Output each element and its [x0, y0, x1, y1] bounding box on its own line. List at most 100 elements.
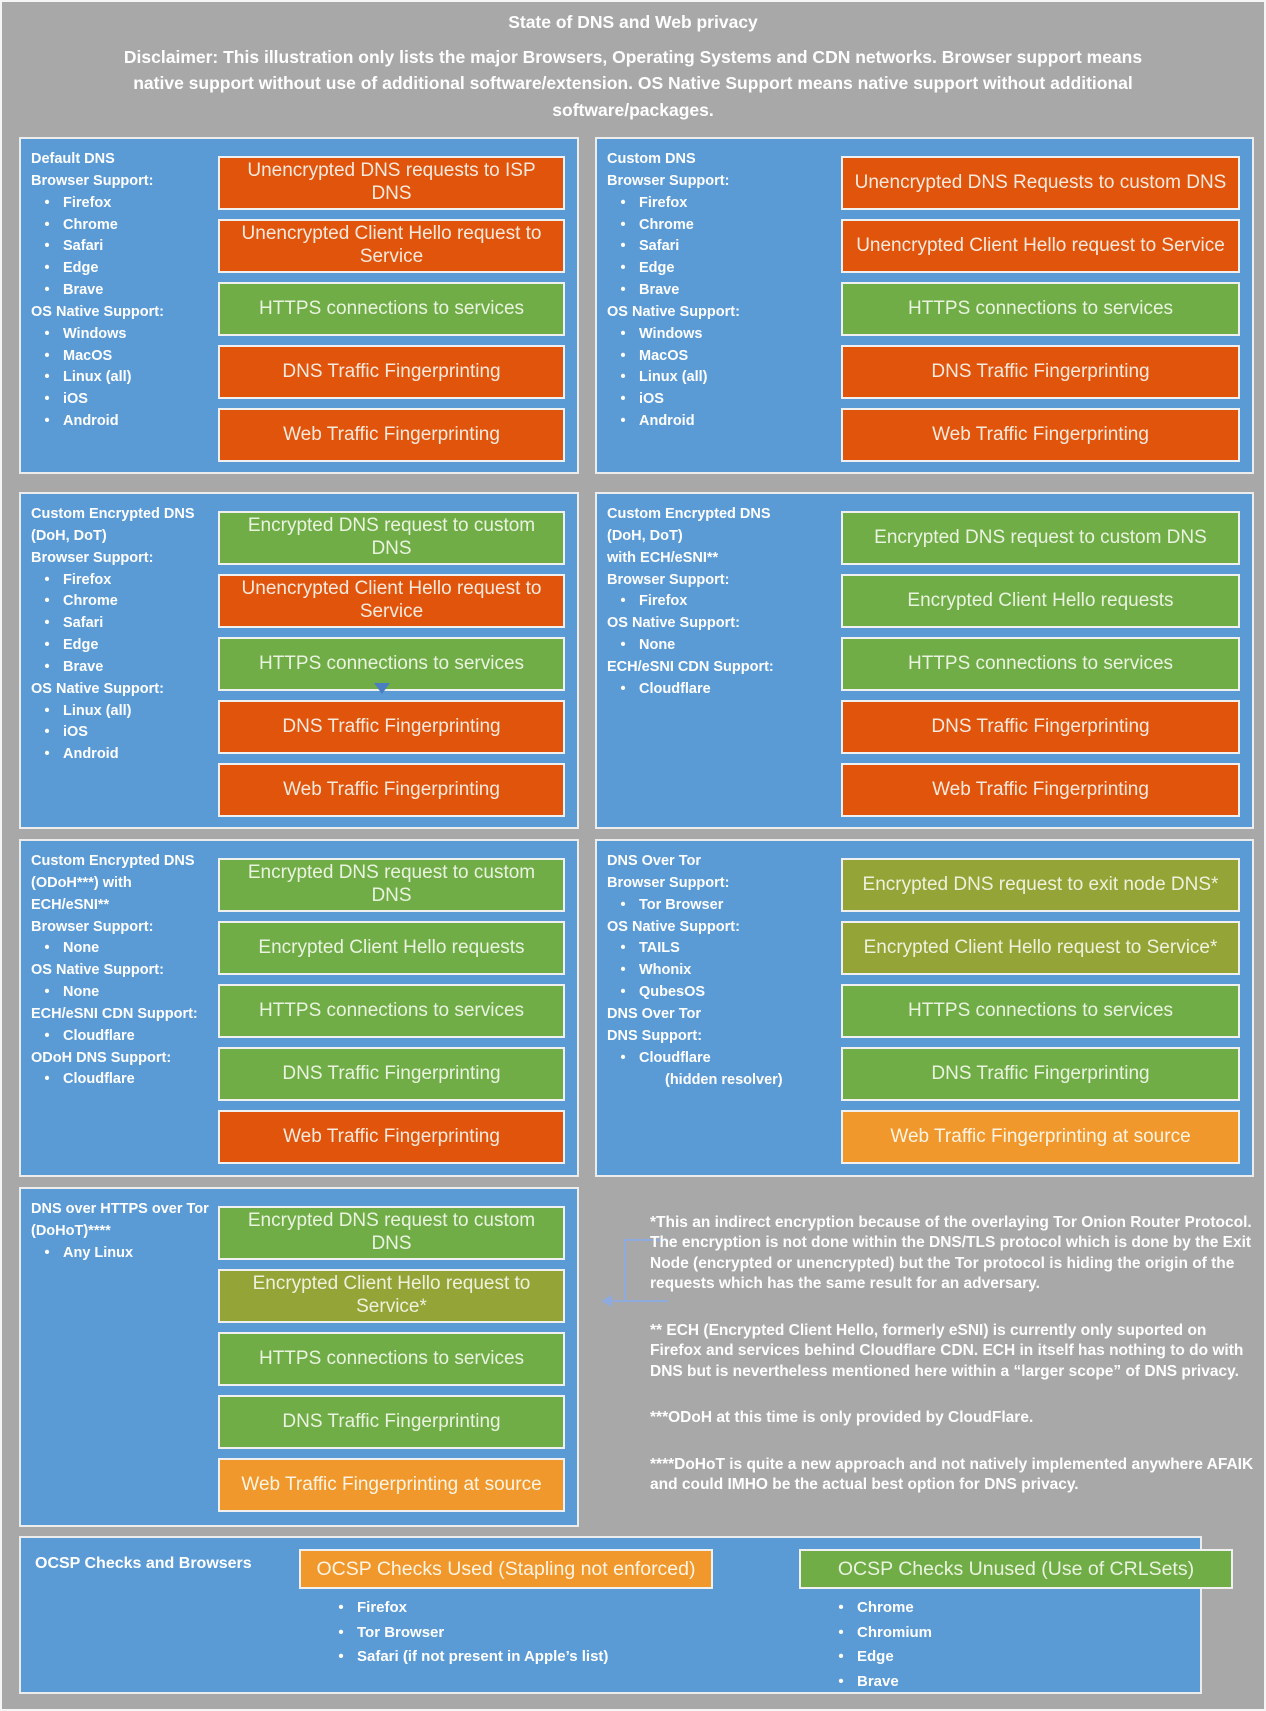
bullet-item: • iOS	[31, 390, 214, 409]
panel-default-dns: Default DNS Browser Support: • Firefox • Chro…	[19, 137, 579, 474]
support-heading: OS Native Support:	[607, 303, 740, 320]
status-bar: Web Traffic Fingerprinting at source	[841, 1110, 1240, 1164]
bullet-text: Cloudflare	[639, 1049, 711, 1066]
bullet-item: • MacOS	[31, 347, 214, 366]
panel-bars: Encrypted DNS request to custom DNS Encry…	[216, 1189, 577, 1525]
bullet-item: • Windows	[31, 325, 214, 344]
status-bar: Encrypted DNS request to custom DNS	[218, 511, 565, 565]
status-bar: Unencrypted Client Hello request to Serv…	[841, 219, 1240, 273]
bullet-dot: •	[620, 680, 626, 697]
bullet-item: • Safari	[31, 237, 214, 256]
status-bar: DNS Traffic Fingerprinting	[218, 345, 565, 399]
bullet-text: Safari	[63, 238, 104, 255]
support-heading: Browser Support:	[607, 571, 730, 588]
status-bar: DNS Traffic Fingerprinting	[218, 1395, 565, 1449]
bullet-text: iOS	[639, 391, 664, 408]
bullet-item: • Edge	[31, 636, 214, 655]
bullet-dot: •	[620, 593, 626, 610]
bullet-item: • Firefox	[325, 1598, 713, 1618]
down-arrow-artifact	[374, 683, 390, 694]
bullet-item: • Firefox	[607, 194, 837, 213]
footnote: ****DoHoT is quite a new approach and no…	[650, 1455, 1254, 1494]
support-heading: Browser Support:	[607, 874, 730, 891]
panel-dohot: DNS over HTTPS over Tor (DoHoT)**** • Any L…	[19, 1187, 579, 1527]
bullet-item: • Firefox	[31, 571, 214, 590]
bullet-text: Firefox	[639, 593, 688, 610]
support-heading: OS Native Support:	[31, 680, 164, 697]
panel-bars: Encrypted DNS request to custom DNS Encry…	[839, 494, 1252, 827]
bullet-text: Safari	[63, 615, 104, 632]
bullet-text: Firefox	[357, 1599, 408, 1616]
status-bar: Unencrypted Client Hello request to Serv…	[218, 574, 565, 628]
status-bar: Encrypted Client Hello request to Servic…	[218, 1269, 565, 1323]
bullet-text: Safari	[639, 238, 680, 255]
status-bar: DNS Traffic Fingerprinting	[841, 700, 1240, 754]
bullet-text: Brave	[63, 282, 104, 299]
support-heading: OS Native Support:	[607, 918, 740, 935]
support-heading: ODoH DNS Support:	[31, 1049, 172, 1066]
bullet-text: Chrome	[63, 593, 118, 610]
bullet-text: Cloudflare	[63, 1071, 135, 1088]
status-bar: Encrypted DNS request to custom DNS	[218, 1206, 565, 1260]
status-bar: Web Traffic Fingerprinting	[218, 763, 565, 817]
bullet-text: MacOS	[63, 347, 113, 364]
bullet-item: • Cloudflare	[31, 1027, 214, 1046]
header: State of DNS and Web privacy Disclaimer:…	[2, 12, 1264, 123]
bullet-item: • None	[31, 939, 214, 958]
panel-title-line: DNS over HTTPS over Tor	[31, 1201, 209, 1217]
panel-title-line: Custom Encrypted DNS	[607, 506, 771, 522]
bullet-text: Edge	[639, 260, 675, 277]
page-title: State of DNS and Web privacy	[508, 12, 758, 32]
panel-title-line: Custom Encrypted DNS	[31, 506, 195, 522]
bullet-item: • Edge	[825, 1647, 1233, 1667]
bullet-text: Tor Browser	[357, 1623, 445, 1641]
bullet-dot: •	[44, 658, 50, 675]
status-bar: Unencrypted DNS requests to ISP DNS	[218, 156, 565, 210]
ocsp-column: OCSP Checks Unused (Use of CRLSets) • Chro…	[799, 1549, 1233, 1696]
bullet-item: • Chrome	[31, 216, 214, 235]
panel-label: DNS over HTTPS over Tor (DoHoT)**** • Any L…	[21, 1189, 216, 1525]
ocsp-header: OCSP Checks Used (Stapling not enforced)	[299, 1549, 713, 1589]
bullet-item: • Brave	[31, 658, 214, 677]
ocsp-items: • Firefox • Tor Browser • Safari (if not pres…	[299, 1598, 713, 1667]
bullet-dot: •	[44, 369, 50, 386]
bullet-item: • Chromium	[825, 1623, 1233, 1643]
bullet-dot: •	[838, 1599, 844, 1616]
bullet-dot: •	[44, 615, 50, 632]
bullet-item: • None	[31, 983, 214, 1002]
panel-title-line: (ODoH***) with	[31, 874, 132, 891]
status-bar: Encrypted Client Hello requests	[841, 574, 1240, 628]
bullet-text: Cloudflare	[63, 1027, 135, 1044]
status-bar: Encrypted Client Hello request to Servic…	[841, 921, 1240, 975]
panel-bars: Encrypted DNS request to custom DNS Unenc…	[216, 494, 577, 827]
bullet-item: • Chrome	[825, 1598, 1233, 1618]
bullet-dot: •	[620, 325, 626, 342]
bullet-text: Brave	[857, 1672, 899, 1690]
bullet-dot: •	[620, 940, 626, 957]
bullet-dot: •	[44, 637, 50, 654]
callout-arrow-icon	[601, 1295, 612, 1307]
footnote: *This an indirect encryption because of …	[650, 1214, 1252, 1293]
support-heading: ECH/eSNI CDN Support:	[31, 1005, 198, 1022]
status-bar: HTTPS connections to services	[841, 637, 1240, 691]
panel-title-line: (DoH, DoT)	[31, 527, 107, 544]
bullet-dot: •	[44, 216, 50, 233]
bullet-item: • Android	[607, 412, 837, 431]
bullet-dot: •	[44, 347, 50, 364]
bullet-item: • Any Linux	[31, 1244, 214, 1263]
bullet-dot: •	[44, 724, 50, 741]
bullet-item: • Whonix	[607, 961, 837, 980]
bullet-item: • Brave	[31, 281, 214, 300]
support-heading: Browser Support:	[31, 172, 154, 189]
bullet-item: • iOS	[607, 390, 837, 409]
bullet-text: Edge	[63, 260, 99, 277]
bullet-dot: •	[44, 746, 50, 763]
support-heading: OS Native Support:	[607, 615, 740, 632]
status-bar: Web Traffic Fingerprinting at source	[218, 1458, 565, 1512]
bullet-text: Edge	[63, 637, 99, 654]
bullet-dot: •	[338, 1648, 344, 1665]
panel-ocsp-checks: OCSP Checks and Browsers OCSP Checks Used…	[19, 1536, 1233, 1694]
status-bar: Unencrypted DNS Requests to custom DNS	[841, 156, 1240, 210]
bullet-item: • None	[607, 636, 837, 655]
